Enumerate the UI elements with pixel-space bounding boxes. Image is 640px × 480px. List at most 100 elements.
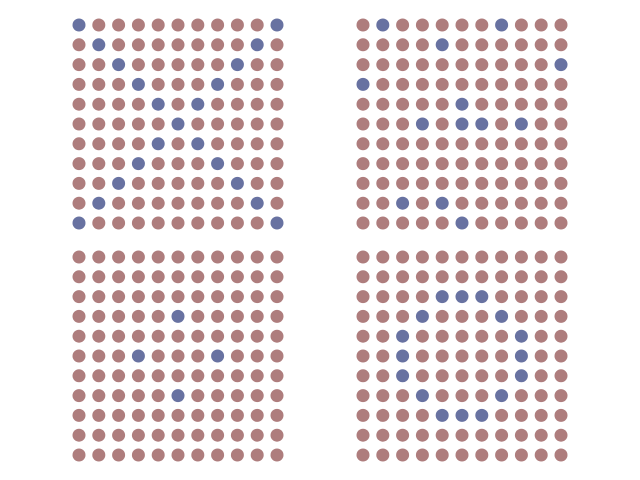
- dot-inactive: [131, 408, 145, 422]
- dot-inactive: [250, 309, 264, 323]
- dot-inactive: [534, 389, 548, 403]
- dot-inactive: [250, 349, 264, 363]
- dot-inactive: [230, 309, 244, 323]
- dot-inactive: [131, 38, 145, 52]
- dot-active: [211, 157, 225, 171]
- dot-inactive: [171, 428, 185, 442]
- dot-inactive: [250, 58, 264, 72]
- dot-inactive: [514, 18, 528, 32]
- dot-inactive: [230, 97, 244, 111]
- dot-inactive: [396, 117, 410, 131]
- dot-inactive: [72, 77, 86, 91]
- dot-inactive: [191, 216, 205, 230]
- dot-inactive: [270, 97, 284, 111]
- dot-inactive: [415, 290, 429, 304]
- dot-active: [112, 58, 126, 72]
- dot-inactive: [72, 270, 86, 284]
- dot-inactive: [211, 329, 225, 343]
- dot-active: [495, 389, 509, 403]
- dot-inactive: [435, 157, 449, 171]
- dot-inactive: [72, 389, 86, 403]
- dot-inactive: [131, 250, 145, 264]
- dot-inactive: [230, 157, 244, 171]
- dot-inactive: [376, 196, 390, 210]
- dot-active: [376, 18, 390, 32]
- dot-active: [455, 216, 469, 230]
- dot-inactive: [92, 157, 106, 171]
- dot-inactive: [230, 448, 244, 462]
- dot-active: [495, 309, 509, 323]
- dot-inactive: [250, 428, 264, 442]
- dot-inactive: [534, 18, 548, 32]
- dot-inactive: [131, 309, 145, 323]
- grid-top-left: [72, 18, 284, 230]
- dot-inactive: [356, 216, 370, 230]
- dot-inactive: [376, 97, 390, 111]
- dot-inactive: [72, 448, 86, 462]
- dot-inactive: [455, 329, 469, 343]
- dot-inactive: [495, 290, 509, 304]
- dot-inactive: [171, 250, 185, 264]
- dot-inactive: [514, 250, 528, 264]
- dot-inactive: [270, 77, 284, 91]
- dot-inactive: [415, 250, 429, 264]
- dot-inactive: [191, 389, 205, 403]
- dot-inactive: [211, 58, 225, 72]
- dot-inactive: [191, 58, 205, 72]
- dot-inactive: [211, 369, 225, 383]
- dot-inactive: [131, 196, 145, 210]
- dot-inactive: [475, 329, 489, 343]
- dot-inactive: [435, 18, 449, 32]
- dot-inactive: [534, 309, 548, 323]
- dot-inactive: [396, 250, 410, 264]
- dot-inactive: [151, 157, 165, 171]
- dot-inactive: [376, 448, 390, 462]
- dot-inactive: [455, 369, 469, 383]
- dot-inactive: [475, 448, 489, 462]
- dot-active: [396, 196, 410, 210]
- dot-inactive: [415, 18, 429, 32]
- dot-inactive: [475, 176, 489, 190]
- dot-inactive: [211, 18, 225, 32]
- dot-inactive: [112, 38, 126, 52]
- dot-inactive: [151, 270, 165, 284]
- dot-inactive: [396, 77, 410, 91]
- dot-inactive: [534, 97, 548, 111]
- dot-active: [72, 18, 86, 32]
- dot-inactive: [415, 196, 429, 210]
- dot-active: [435, 38, 449, 52]
- dot-inactive: [495, 77, 509, 91]
- dot-inactive: [72, 250, 86, 264]
- dot-inactive: [435, 369, 449, 383]
- dot-inactive: [230, 77, 244, 91]
- dot-inactive: [554, 216, 568, 230]
- dot-inactive: [191, 448, 205, 462]
- dot-inactive: [131, 270, 145, 284]
- dot-inactive: [112, 216, 126, 230]
- dot-active: [455, 117, 469, 131]
- dot-active: [396, 369, 410, 383]
- dot-inactive: [514, 97, 528, 111]
- dot-inactive: [270, 196, 284, 210]
- dot-inactive: [534, 77, 548, 91]
- dot-inactive: [554, 18, 568, 32]
- dot-inactive: [376, 408, 390, 422]
- dot-active: [131, 77, 145, 91]
- dot-active: [211, 349, 225, 363]
- dot-active: [455, 408, 469, 422]
- dot-inactive: [250, 389, 264, 403]
- dot-inactive: [554, 329, 568, 343]
- dot-inactive: [435, 117, 449, 131]
- dot-inactive: [415, 97, 429, 111]
- dot-inactive: [171, 290, 185, 304]
- dot-inactive: [191, 18, 205, 32]
- dot-inactive: [191, 309, 205, 323]
- dot-inactive: [356, 290, 370, 304]
- dot-inactive: [495, 270, 509, 284]
- dot-active: [72, 216, 86, 230]
- dot-inactive: [211, 408, 225, 422]
- dot-inactive: [495, 349, 509, 363]
- dot-inactive: [514, 58, 528, 72]
- dot-inactive: [415, 369, 429, 383]
- dot-inactive: [112, 196, 126, 210]
